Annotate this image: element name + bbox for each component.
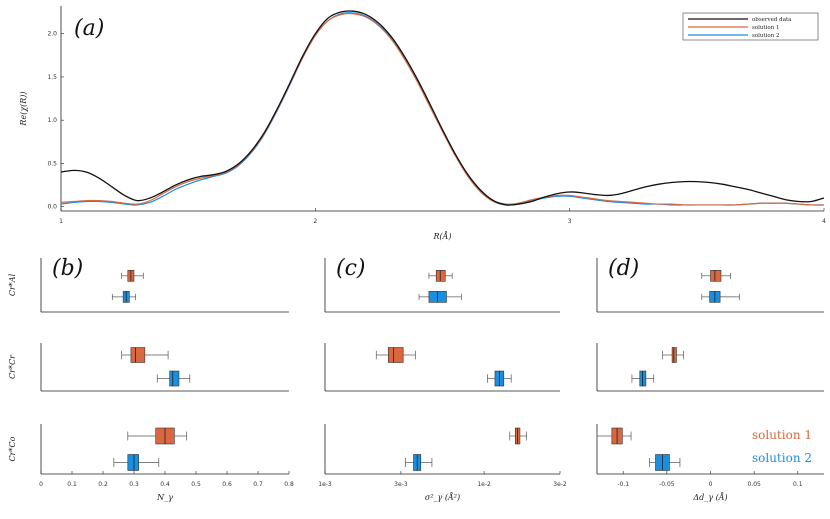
series-solution-1 — [60, 12, 825, 206]
y-tick-label: 0.0 — [47, 204, 57, 211]
box-solution-1 — [701, 270, 731, 282]
x-tick-label: 0.6 — [222, 481, 232, 488]
panel-d: (d) -0.1 -0.05 0 0.05 0.1 Δd_γ (Å) — [596, 256, 824, 502]
y-tick-label: 1.0 — [47, 117, 57, 124]
box-solution-1 — [596, 427, 632, 445]
series-solution-2 — [60, 12, 825, 206]
box-solution-2 — [156, 370, 191, 387]
x-tick-label: 1 — [59, 218, 63, 225]
x-tick-label: 0.1 — [793, 481, 803, 488]
x-axis-label: Δd_γ (Å) — [692, 493, 727, 502]
box-solution-2 — [631, 370, 655, 387]
row-labels: Cr*Al Cr*Cr Cr*Co — [8, 273, 17, 461]
row-label: Cr*Cr — [8, 354, 17, 379]
box-solution-2 — [418, 291, 462, 303]
panel-c: (c) 1e-3 3e-3 1e-2 3e-2 σ²_γ (Å²) — [318, 256, 567, 502]
x-tick-label: 0 — [39, 481, 43, 488]
x-tick-label: 0.5 — [191, 481, 201, 488]
box-solution-2 — [111, 291, 136, 303]
x-tick-label: 0 — [709, 481, 713, 488]
x-tick-label: 0.7 — [253, 481, 263, 488]
x-tick-label: 3e-3 — [394, 481, 408, 488]
y-axis-label: Re(χ(R)) — [19, 91, 28, 126]
box-iqr — [671, 347, 677, 363]
panel-a: 1 2 3 4 0.0 0.5 1.0 1.5 2.0 R(Å) Re(χ(R)) (a) observ… — [19, 6, 826, 241]
box-solution-1 — [375, 347, 416, 363]
panel-label-d: (d) — [608, 256, 639, 281]
box-solution-1 — [662, 347, 684, 363]
legend-entry: solution 2 — [752, 33, 780, 39]
box-iqr — [710, 270, 722, 282]
box-solution-2 — [405, 454, 433, 471]
legend-entry: solution 1 — [752, 25, 780, 31]
box-solution-1 — [509, 427, 527, 445]
y-tick-label: 0.5 — [47, 160, 57, 167]
box-iqr — [639, 370, 647, 387]
solution-1-label: solution 1 — [752, 428, 812, 442]
x-tick-label: 0.4 — [160, 481, 170, 488]
x-tick-label: 3e-2 — [553, 481, 567, 488]
x-tick-label: 2 — [313, 218, 317, 225]
row-label: Cr*Co — [8, 436, 17, 461]
row-label: Cr*Al — [8, 273, 17, 296]
box-iqr — [169, 370, 180, 387]
panel-label-c: (c) — [336, 256, 366, 281]
box-iqr — [130, 347, 146, 363]
y-tick-label: 1.5 — [47, 74, 57, 81]
y-tick-label: 2.0 — [47, 31, 57, 38]
x-tick-label: -0.1 — [617, 481, 629, 488]
box-solution-2 — [701, 291, 740, 303]
x-tick-label: 0.05 — [747, 481, 761, 488]
legend-entry: observed data — [752, 17, 792, 23]
box-solution-1 — [428, 270, 453, 282]
x-tick-label: 0.2 — [98, 481, 108, 488]
series-observed-data — [60, 10, 825, 206]
legend: observed data solution 1 solution 2 — [682, 12, 819, 41]
box-solution-1 — [121, 270, 144, 282]
x-tick-label: 0.8 — [284, 481, 294, 488]
x-axis-label: σ²_γ (Å²) — [425, 493, 460, 502]
box-solution-2 — [113, 454, 160, 471]
solution-2-label: solution 2 — [752, 451, 812, 465]
box-iqr — [388, 347, 404, 363]
x-tick-label: 0.3 — [129, 481, 139, 488]
box-iqr — [435, 270, 446, 282]
x-axis-label: R(Å) — [432, 232, 451, 241]
panel-b: (b) 0 0.1 0.2 0.3 0.4 0.5 0.6 0.7 0.8 N_γ — [39, 256, 294, 502]
x-tick-label: 1e-3 — [318, 481, 332, 488]
x-tick-label: 0.1 — [67, 481, 77, 488]
x-tick-label: 1e-2 — [477, 481, 491, 488]
panel-label-b: (b) — [52, 256, 83, 281]
box-solution-1 — [121, 347, 169, 363]
box-solution-1 — [127, 427, 188, 445]
x-tick-label: 4 — [822, 218, 826, 225]
box-solution-2 — [487, 370, 512, 387]
x-tick-label: -0.05 — [659, 481, 675, 488]
x-axis-label: N_γ — [156, 493, 173, 502]
x-tick-label: 3 — [568, 218, 572, 225]
box-iqr — [127, 454, 139, 471]
box-solution-2 — [649, 454, 681, 471]
panel-label-a: (a) — [74, 16, 104, 41]
